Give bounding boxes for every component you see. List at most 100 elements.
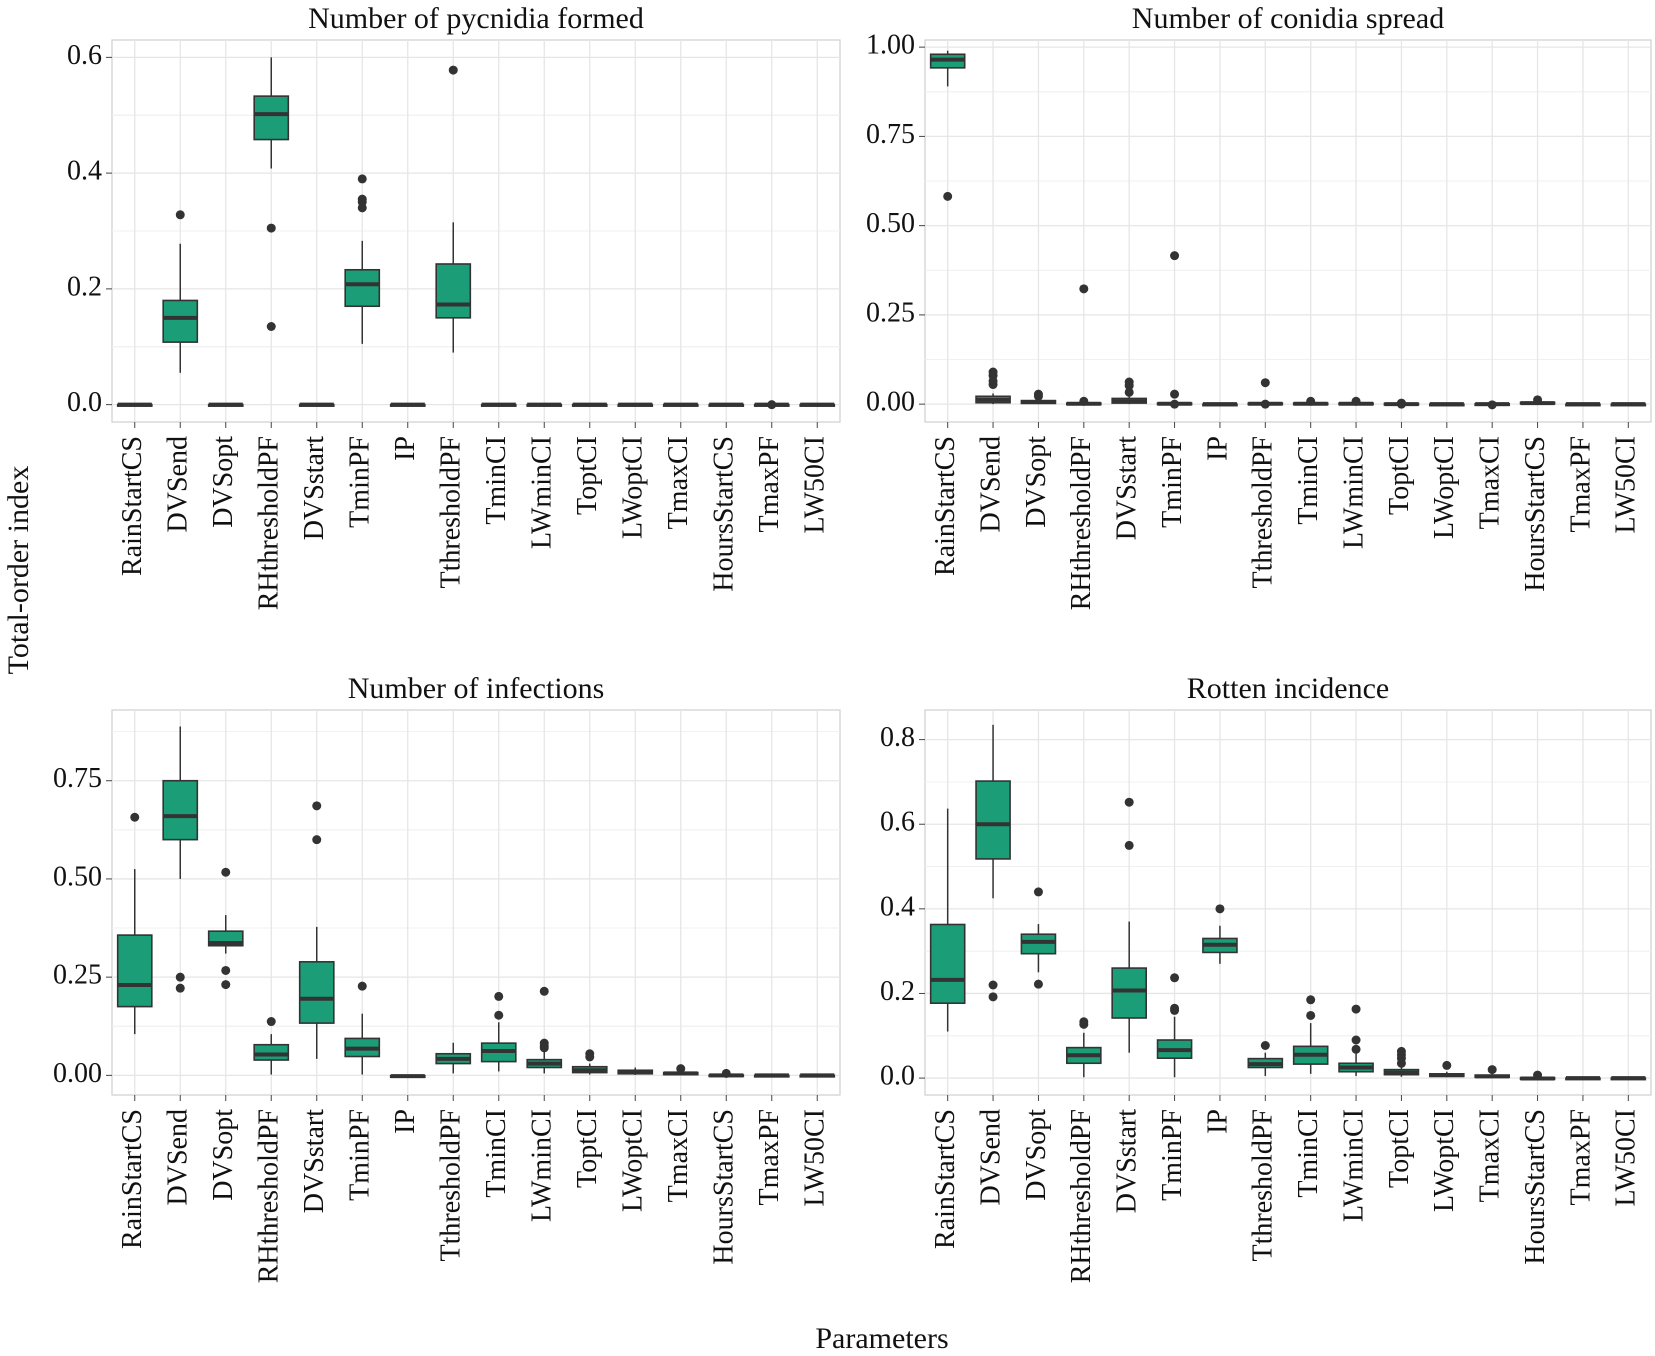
- box-LW50CI: [1610, 1076, 1647, 1081]
- box-TmaxCI: [1474, 400, 1511, 410]
- outlier-point: [676, 1064, 686, 1074]
- box-DVSstart: [298, 402, 335, 407]
- outlier-point: [539, 986, 549, 996]
- x-tick-label: DVSopt: [208, 1109, 239, 1201]
- outlier-point: [585, 1052, 595, 1062]
- y-axis-title: Total-order index: [2, 466, 35, 675]
- panel-title: Rotten incidence: [1187, 672, 1389, 705]
- box-TmaxCI: [1474, 1065, 1511, 1079]
- y-tick-label: 0.50: [866, 208, 915, 239]
- box-TminCI: [1292, 995, 1329, 1074]
- x-tick-label: LWminCI: [1338, 436, 1369, 549]
- box-TmaxCI: [662, 402, 699, 407]
- x-tick-label: TthresholdPF: [436, 1109, 467, 1261]
- x-tick-label: TmaxPF: [754, 436, 785, 532]
- outlier-point: [539, 1043, 549, 1053]
- x-tick-label: TmaxCI: [663, 436, 694, 529]
- x-tick-label: DVSstart: [299, 1109, 330, 1213]
- x-tick-label: LWminCI: [527, 436, 558, 549]
- x-tick-label: ToptCI: [572, 1109, 603, 1188]
- box-DVSstart: [1111, 377, 1148, 405]
- outlier-point: [1079, 284, 1089, 294]
- box-ToptCI: [1383, 1046, 1420, 1077]
- outlier-point: [494, 1010, 504, 1020]
- outlier-point: [1351, 1044, 1361, 1054]
- x-tick-label: LW50CI: [1611, 1109, 1642, 1206]
- outlier-point: [1260, 378, 1270, 388]
- box-LWminCI: [526, 986, 563, 1074]
- box-HoursStartCS: [1519, 395, 1556, 406]
- outlier-point: [130, 812, 140, 822]
- y-tick-label: 0.25: [866, 297, 915, 328]
- box-iqr: [1111, 967, 1148, 1019]
- box-iqr: [116, 934, 153, 1008]
- x-tick-label: LWoptCI: [1429, 1109, 1460, 1212]
- box-TminPF: [1156, 251, 1193, 409]
- outlier-point: [266, 223, 276, 233]
- box-TminPF: [344, 174, 381, 344]
- box-RHthresholdPF: [253, 57, 290, 331]
- x-tick-label: TmaxPF: [1565, 436, 1596, 532]
- box-IP: [1202, 402, 1238, 407]
- x-tick-label: LW50CI: [1611, 436, 1642, 533]
- box-LWminCI: [1338, 1004, 1374, 1076]
- x-tick-label: TmaxCI: [663, 1109, 694, 1202]
- box-HoursStartCS: [708, 1068, 745, 1078]
- x-tick-label: ToptCI: [572, 436, 603, 515]
- outlier-point: [1442, 1060, 1452, 1070]
- x-tick-label: HoursStartCS: [709, 436, 740, 592]
- outlier-point: [1215, 904, 1225, 914]
- outlier-point: [175, 210, 185, 220]
- outlier-point: [1533, 395, 1543, 405]
- box-HoursStartCS: [708, 402, 745, 407]
- x-tick-label: HoursStartCS: [709, 1109, 740, 1265]
- panel-0: 0.0 0.2 0.4 0.6 RainStartCS DVSend DVSopt RHthr…: [67, 2, 841, 610]
- y-tick-label: 0.2: [67, 271, 102, 302]
- box-DVSopt: [207, 867, 244, 990]
- outlier-point: [1533, 1070, 1543, 1080]
- outlier-point: [1124, 387, 1134, 397]
- x-tick-label: ToptCI: [1384, 1109, 1415, 1188]
- box-RainStartCS: [929, 808, 966, 1032]
- x-tick-label: RHthresholdPF: [1066, 1109, 1097, 1283]
- box-DVSstart: [298, 801, 335, 1059]
- panel-title: Number of infections: [348, 672, 605, 705]
- box-TmaxCI: [662, 1064, 699, 1076]
- box-TthresholdPF: [435, 65, 472, 353]
- x-tick-label: TmaxCI: [1475, 1109, 1506, 1202]
- box-RHthresholdPF: [253, 1017, 290, 1075]
- y-tick-label: 0.0: [67, 387, 102, 418]
- box-TmaxPF: [753, 1073, 790, 1078]
- box-RainStartCS: [116, 812, 153, 1035]
- y-tick-label: 0.2: [880, 976, 915, 1007]
- box-iqr: [929, 923, 966, 1004]
- x-tick-label: RainStartCS: [117, 436, 148, 576]
- outlier-point: [312, 801, 322, 811]
- outlier-point: [1170, 251, 1180, 261]
- box-TthresholdPF: [435, 1042, 472, 1074]
- outlier-point: [357, 174, 367, 184]
- box-TmaxPF: [753, 400, 790, 410]
- outlier-point: [1351, 396, 1361, 406]
- panel-frame: [111, 709, 841, 1096]
- outlier-point: [357, 203, 367, 213]
- box-TthresholdPF: [1247, 1041, 1284, 1076]
- outlier-point: [1033, 887, 1043, 897]
- box-TminCI: [480, 991, 517, 1072]
- box-TthresholdPF: [1247, 378, 1284, 409]
- box-iqr: [253, 1043, 290, 1061]
- y-tick-label: 0.6: [880, 807, 915, 838]
- box-TminCI: [1292, 396, 1329, 406]
- panel-3: 0.0 0.2 0.4 0.6 0.8 RainStartCS DVSend DVSopt RH…: [880, 672, 1652, 1283]
- outlier-point: [988, 980, 998, 990]
- box-DVSstart: [1111, 797, 1148, 1053]
- outlier-point: [1124, 797, 1134, 807]
- outlier-point: [1487, 400, 1497, 410]
- box-DVSend: [162, 726, 199, 993]
- x-tick-label: LWoptCI: [1429, 436, 1460, 539]
- outlier-point: [1306, 396, 1316, 406]
- outlier-point: [1351, 1035, 1361, 1045]
- x-tick-label: DVSstart: [1112, 436, 1143, 540]
- box-DVSend: [975, 367, 1011, 405]
- box-RainStartCS: [929, 50, 966, 201]
